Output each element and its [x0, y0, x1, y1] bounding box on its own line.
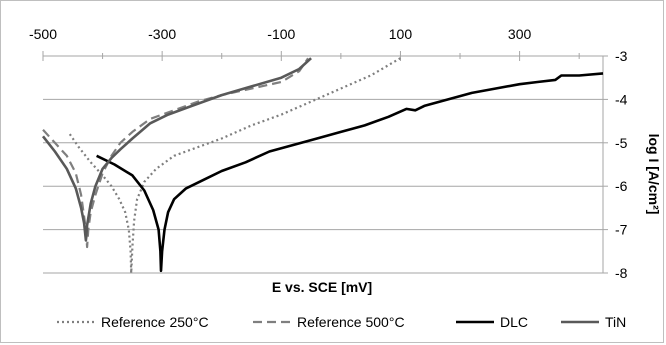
- legend-label-0: Reference 250°C: [101, 314, 209, 330]
- x-tick-label: 300: [508, 26, 532, 42]
- x-tick-label: 100: [389, 26, 413, 42]
- x-tick-label: -500: [29, 26, 57, 42]
- y-tick-label: -3: [615, 48, 628, 64]
- axes: [42, 51, 608, 274]
- legend-label-2: DLC: [500, 314, 528, 330]
- series-line-3: [41, 57, 312, 242]
- y-tick-label: -7: [615, 222, 628, 238]
- tick-labels: -3 -4 -5 -6 -7 -8 -500 -300 -100 100 300: [29, 26, 628, 281]
- y-tick-label: -5: [615, 135, 628, 151]
- series-line-2: [96, 72, 604, 273]
- legend-label-1: Reference 500°C: [297, 314, 405, 330]
- y-tick-label: -6: [615, 178, 628, 194]
- y-tick-label: -4: [615, 91, 628, 107]
- x-axis-title: E vs. SCE [mV]: [272, 279, 372, 295]
- series-lines: [41, 57, 604, 275]
- series-line-0: [68, 57, 401, 275]
- x-tick-label: -300: [148, 26, 176, 42]
- y-axis-title: log I [A/cm²]: [646, 134, 662, 215]
- y-tick-label: -8: [615, 265, 628, 281]
- x-tick-label: -100: [267, 26, 295, 42]
- gridlines: [43, 55, 603, 274]
- legend-label-3: TiN: [605, 314, 626, 330]
- legend: Reference 250°C Reference 500°C DLC TiN: [57, 314, 626, 330]
